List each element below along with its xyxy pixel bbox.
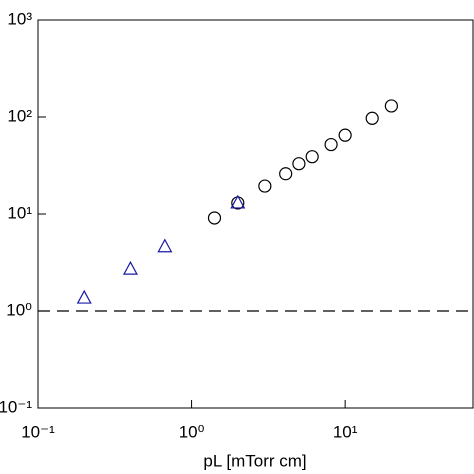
circle-point — [258, 179, 272, 193]
y-tick-label: 10³ — [7, 9, 32, 28]
x-axis-label: pL [mTorr cm] — [203, 451, 306, 470]
x-tick-label: 10⁻¹ — [21, 422, 55, 441]
x-tick-label: 10¹ — [333, 422, 358, 441]
x-tick-label: 10⁰ — [179, 422, 205, 441]
triangle-point — [122, 260, 138, 275]
triangle-point — [230, 194, 246, 209]
circle-point — [365, 111, 379, 125]
y-tick-label: 10² — [7, 106, 32, 125]
y-tick-label: 10⁰ — [6, 300, 32, 319]
circle-point — [324, 137, 338, 152]
triangle-point — [157, 238, 173, 253]
y-tick-label: 10⁻¹ — [0, 397, 32, 416]
circle-point — [305, 150, 319, 164]
plot-frame — [37, 19, 474, 409]
circle-point — [384, 99, 398, 113]
circle-point — [207, 211, 222, 225]
circle-point — [292, 157, 306, 171]
y-tick-label: 10¹ — [7, 203, 32, 222]
circle-point — [338, 128, 352, 142]
circle-point — [279, 167, 293, 181]
triangle-point — [76, 289, 92, 304]
